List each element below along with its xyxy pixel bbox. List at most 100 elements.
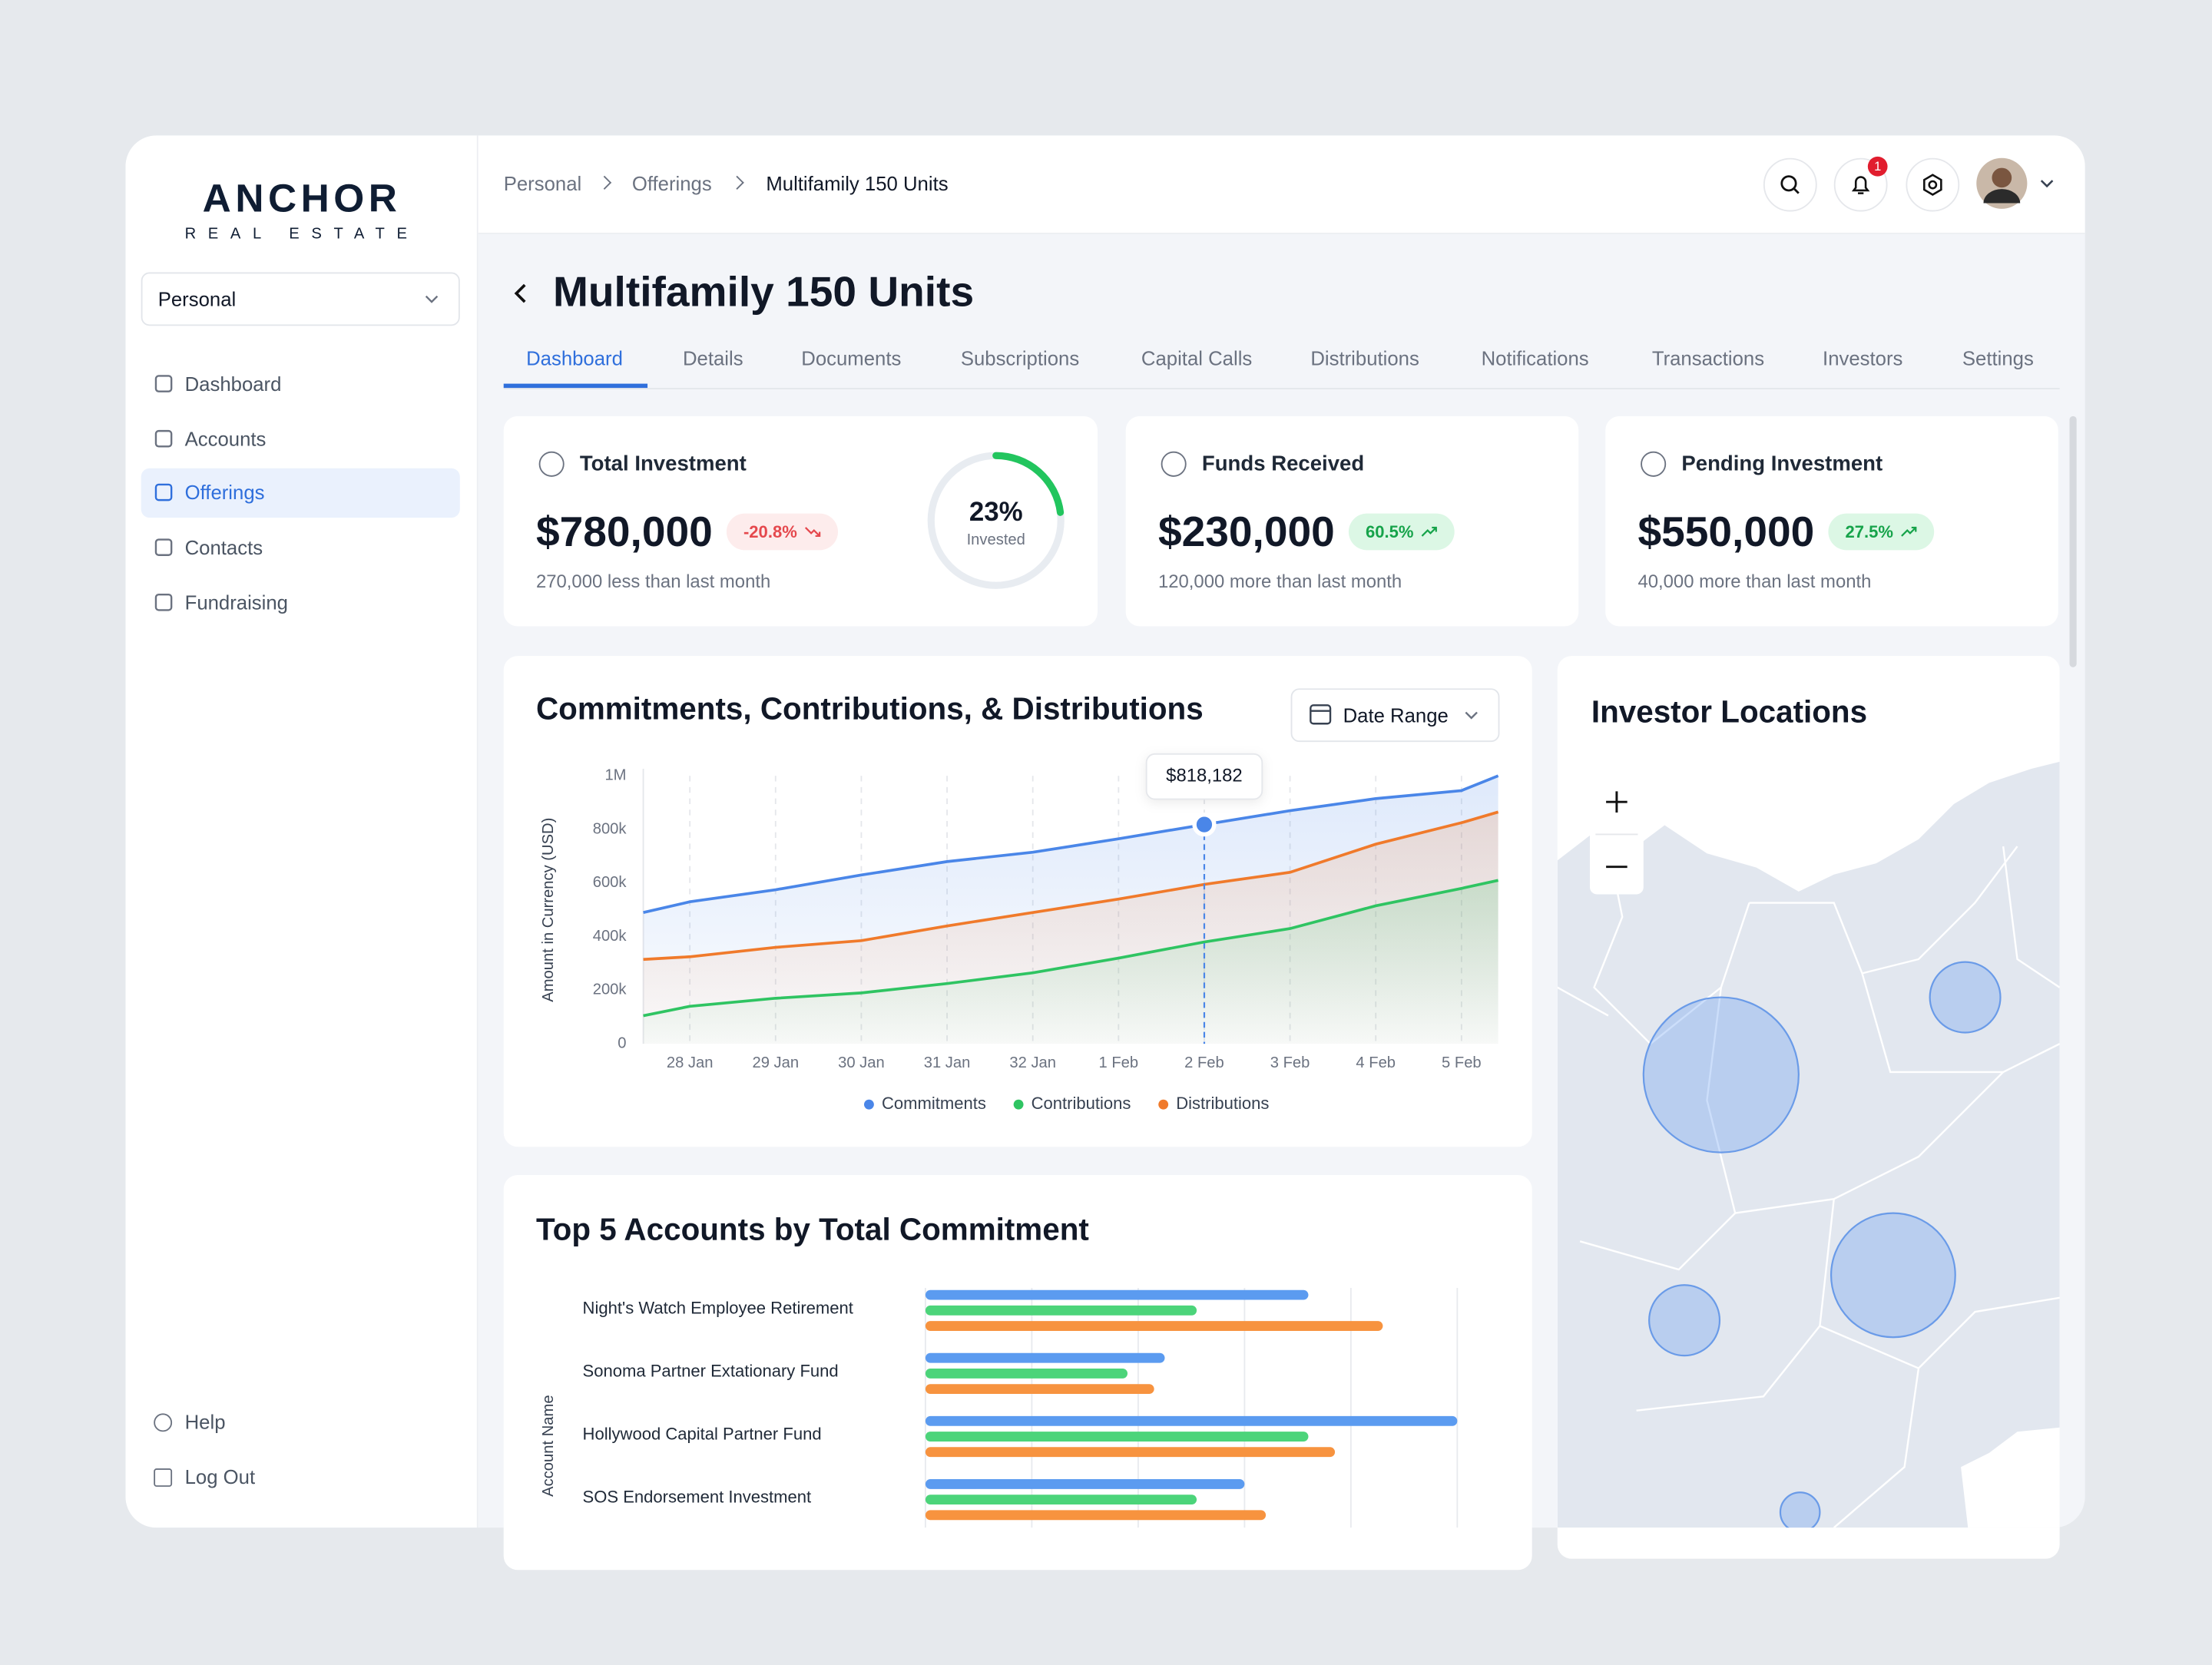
stat-note: 270,000 less than last month (535, 570, 771, 592)
y-tick-label: 1M (604, 767, 626, 784)
stat-change: 27.5% (1828, 513, 1935, 551)
legend-swatch (864, 1099, 874, 1110)
date-range-label: Date Range (1343, 703, 1449, 727)
y-tick-label: 0 (618, 1035, 626, 1052)
tab[interactable]: Subscriptions (960, 346, 1080, 370)
bar-chart: Account Name Night's Watch Employee Retir… (540, 1287, 1459, 1528)
series-line (643, 879, 1499, 1018)
nav-item[interactable]: Offerings (184, 481, 265, 504)
bar (925, 1369, 1128, 1379)
category-label: Hollywood Capital Partner Fund (583, 1425, 822, 1444)
arrow-shape (805, 527, 821, 538)
bell-icon (1851, 176, 1870, 194)
avatar[interactable] (1975, 157, 2065, 210)
brand-name: ANCHOR (202, 176, 402, 220)
water (1961, 1427, 2060, 1528)
stat-title: Total Investment (579, 452, 747, 476)
map-card (1557, 656, 2060, 1559)
bar (925, 1305, 1197, 1316)
tab[interactable]: Distributions (1310, 346, 1419, 370)
select-chevron (425, 295, 439, 303)
category-label: Sonoma Partner Extationary Fund (583, 1361, 839, 1380)
stat-title: Funds Received (1201, 452, 1365, 476)
borders (1557, 846, 2060, 1529)
arrow-shape (1901, 526, 1917, 537)
stat-value: $780,000 (535, 509, 713, 556)
nav-item[interactable]: Dashboard (184, 372, 282, 396)
workspace-select[interactable] (141, 272, 460, 326)
tooltip-box (1145, 753, 1263, 800)
chart-title: Commitments, Contributions, & Distributi… (535, 691, 1204, 727)
line-chart: 0 200k 400k 600k 800k 1M Amount in Currency (U… (540, 753, 1499, 1113)
trend-arrow (1901, 526, 1917, 537)
legend-swatch (1158, 1099, 1169, 1110)
tab-underline (503, 383, 648, 389)
bar (925, 1432, 1309, 1442)
nav-item[interactable]: Contacts (184, 535, 263, 559)
series-line (643, 774, 1499, 914)
notification-badge: 1 (1867, 156, 1888, 177)
hover-marker (1192, 813, 1217, 837)
x-tick-label: 4 Feb (1356, 1054, 1396, 1071)
tab[interactable]: Capital Calls (1141, 346, 1253, 370)
bar (925, 1479, 1245, 1489)
stat-title: Pending Investment (1681, 452, 1883, 476)
workspace-label: Personal (157, 287, 237, 311)
invested-label: Invested (967, 531, 1025, 548)
legend-label: Distributions (1176, 1094, 1269, 1113)
nav-footer-icon (154, 1413, 173, 1432)
legend-label: Commitments (882, 1094, 986, 1113)
scrollbar[interactable] (2069, 415, 2077, 667)
stat-icon (1161, 451, 1187, 477)
date-range-button[interactable] (1290, 688, 1500, 743)
map-title: Investor Locations (1591, 693, 1868, 730)
x-tick-label: 31 Jan (924, 1054, 971, 1071)
icon-shape (154, 429, 173, 448)
nav-footer-item[interactable]: Help (184, 1410, 226, 1434)
bar (925, 1415, 1458, 1426)
nav-item[interactable]: Accounts (184, 427, 267, 450)
settings-button[interactable] (1906, 157, 1960, 212)
x-tick-label: 2 Feb (1184, 1054, 1224, 1071)
stat-icon (1641, 451, 1667, 477)
tab[interactable]: Documents (801, 346, 902, 370)
nav-icon (154, 593, 173, 611)
bar (925, 1289, 1309, 1300)
zoom-icons (1606, 791, 1628, 869)
tab[interactable]: Settings (1962, 346, 2034, 370)
icon-shape (154, 538, 173, 556)
legend-label: Contributions (1031, 1094, 1131, 1113)
icon-shape (154, 375, 173, 392)
nav-footer-item[interactable]: Log Out (184, 1465, 256, 1488)
stat-change: -20.8% (726, 513, 839, 551)
invested-percent: 23% (969, 497, 1023, 527)
tab[interactable]: Details (682, 346, 743, 370)
bar (925, 1447, 1336, 1458)
tab[interactable]: Dashboard (526, 346, 623, 370)
search-button[interactable] (1763, 157, 1817, 212)
series-line (643, 810, 1499, 962)
x-tick-label: 5 Feb (1442, 1054, 1482, 1071)
icon-shape (154, 483, 173, 501)
series-area (643, 880, 1498, 1044)
bar (925, 1384, 1154, 1395)
page-title: Multifamily 150 Units (553, 269, 975, 316)
x-tick-label: 30 Jan (838, 1054, 885, 1071)
date-range-icons (1310, 704, 1478, 725)
legend-swatch (1013, 1099, 1024, 1110)
back-button[interactable] (508, 281, 533, 306)
y-tick-label: 200k (593, 981, 628, 998)
tab[interactable]: Transactions (1651, 346, 1765, 370)
category-label: SOS Endorsement Investment (583, 1488, 812, 1507)
breadcrumb-item[interactable]: Offerings (631, 172, 712, 195)
breadcrumb-item[interactable]: Personal (503, 172, 582, 195)
notifications-button[interactable] (1833, 157, 1888, 212)
nav-item[interactable]: Fundraising (184, 591, 288, 614)
x-tick-label: 3 Feb (1270, 1054, 1310, 1071)
tab[interactable]: Investors (1823, 346, 1903, 370)
bar (925, 1510, 1267, 1521)
stat-note: 40,000 more than last month (1637, 570, 1872, 592)
tab[interactable]: Notifications (1481, 346, 1589, 370)
chart-title: Top 5 Accounts by Total Commitment (535, 1211, 1089, 1247)
